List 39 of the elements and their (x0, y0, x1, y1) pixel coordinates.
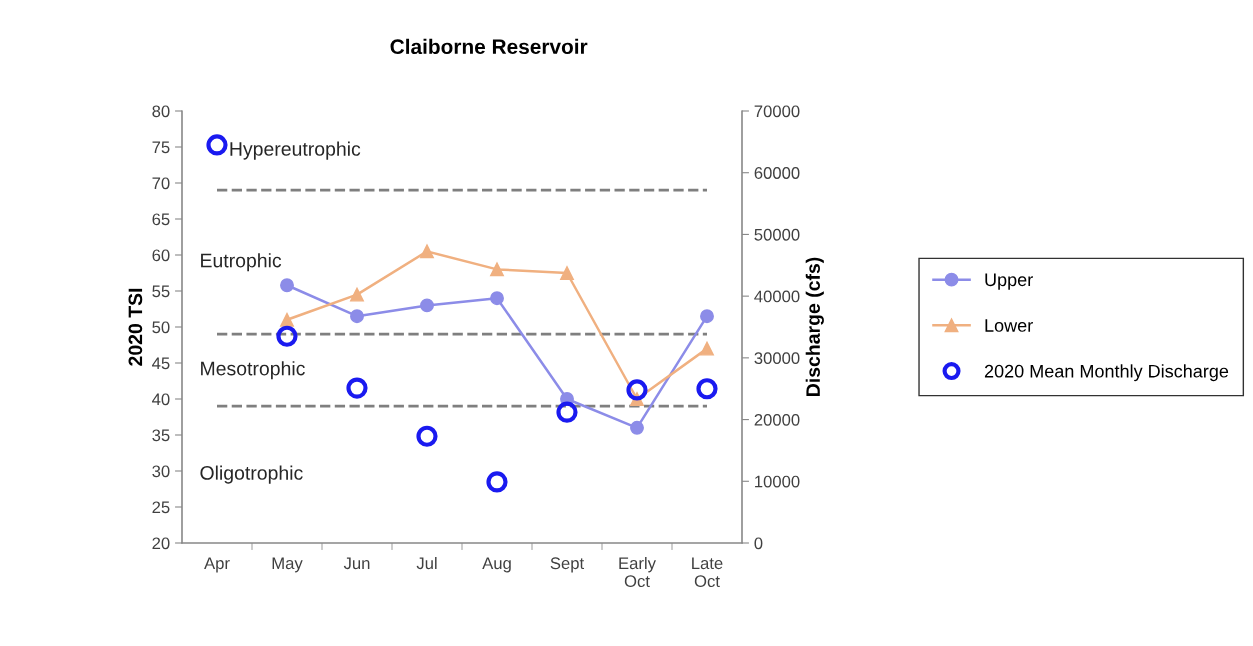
x-tick-label: Apr (204, 557, 230, 573)
y-tick-label: 60 (152, 249, 170, 262)
y2-axis-title: Discharge (cfs) (805, 257, 824, 396)
chart-title: Claiborne Reservoir (390, 38, 588, 55)
y-tick-label: 70 (152, 177, 170, 190)
y-tick-label: 55 (152, 285, 170, 298)
y-tick-label: 80 (152, 105, 170, 118)
y-tick-label: 75 (152, 141, 170, 154)
x-tick-label: May (272, 557, 303, 573)
legend-label: 2020 Mean Monthly Discharge (984, 364, 1229, 382)
y-axis-title: 2020 TSI (128, 288, 143, 366)
y-tick-label: 20 (152, 537, 170, 550)
y-tick-label: 25 (152, 501, 170, 514)
y-tick-label: 40 (152, 393, 170, 406)
y2-tick-label: 40000 (754, 290, 800, 303)
y-tick-label: 30 (152, 465, 170, 478)
x-tick-label: Jul (416, 556, 437, 570)
y2-tick-label: 10000 (755, 475, 800, 488)
y2-tick-label: 20000 (754, 413, 800, 426)
y-tick-label: 35 (152, 429, 170, 442)
annotation: Mesotrophic (201, 361, 305, 380)
y-tick-label: 50 (152, 321, 170, 334)
x-tick-label: Aug (482, 557, 511, 573)
y2-tick-label: 60000 (754, 167, 800, 179)
y2-tick-label: 30000 (754, 352, 800, 365)
x-tick-label: Jun (343, 557, 370, 570)
y-tick-label: 45 (152, 357, 170, 370)
y2-tick-label: 70000 (754, 105, 800, 118)
x-tick-label: Early Oct (619, 556, 656, 588)
x-tick-label: Sept (550, 557, 585, 573)
annotation: Oligotrophic (200, 465, 303, 484)
y2-tick-label: 50000 (754, 228, 800, 241)
y2-tick-label: 0 (754, 537, 763, 550)
legend-label: Upper (985, 273, 1033, 290)
x-tick-label: Late Oct (692, 557, 723, 588)
legend-label: Lower (985, 319, 1033, 332)
y-tick-label: 65 (152, 213, 170, 226)
annotation: Eutrophic (201, 253, 282, 272)
annotation: Hypereutrophic (230, 141, 361, 160)
